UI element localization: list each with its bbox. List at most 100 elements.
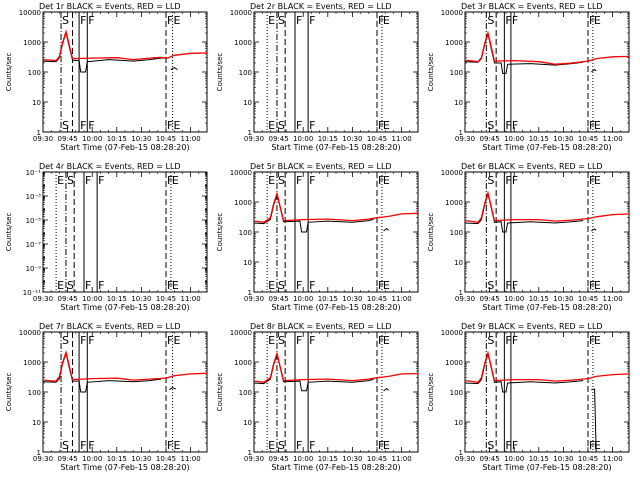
y-axis-label: Counts/sec [5, 53, 13, 92]
y-tick-label: 100 [450, 69, 463, 77]
plot-frame [42, 171, 208, 293]
marker-label-top: F [98, 174, 104, 187]
y-tick-label: 1000 [445, 359, 463, 367]
series-line-2 [464, 190, 630, 223]
marker-label-top: E [174, 334, 181, 347]
y-axis-label: Counts/sec [216, 213, 224, 252]
x-tick-label: 09:30 [244, 455, 264, 463]
x-tick-label: 10:30 [342, 455, 362, 463]
series-line-2 [253, 191, 419, 223]
marker-label-top: E [383, 14, 390, 27]
y-axis-label: Counts/sec [5, 213, 13, 252]
marker-label-top: F [167, 334, 173, 347]
y-tick-label: 100 [450, 389, 463, 397]
x-tick-label: 11:00 [603, 455, 623, 463]
x-axis-label: Start Time (07-Feb-15 08:28:20) [271, 143, 400, 152]
marker-label-top: E [57, 174, 64, 187]
x-tick-label: 10:45 [156, 295, 176, 303]
x-tick-label: 10:15 [318, 455, 338, 463]
marker-label-bottom: E [268, 119, 275, 132]
y-tick-label: 10000 [19, 329, 41, 337]
marker-label-top: F [167, 174, 173, 187]
y-tick-label: 1 [37, 449, 41, 457]
marker-label-top: F [80, 14, 86, 27]
plot-frame [464, 171, 630, 293]
marker-label-top: F [378, 174, 384, 187]
marker-label-bottom: S [487, 119, 494, 132]
marker-label-bottom: F [85, 279, 91, 292]
marker-label-bottom: F [378, 439, 384, 452]
panel-det-6: Det 6r BLACK = Events, RED = LLD 1 10 100 10… [427, 162, 630, 312]
x-tick-label: 10:30 [553, 295, 573, 303]
plot-frame [253, 11, 419, 133]
y-axis-label: Counts/sec [216, 373, 224, 412]
y-tick-label: 10⁻⁹ [26, 265, 42, 273]
y-tick-label: 10000 [441, 169, 463, 177]
x-tick-label: 10:45 [367, 135, 387, 143]
marker-label-top: F [505, 174, 511, 187]
x-tick-label: 10:30 [342, 135, 362, 143]
marker-label-top: F [167, 14, 173, 27]
marker-label-top: E [594, 334, 601, 347]
x-tick-label: 09:45 [58, 295, 78, 303]
series-line-2 [42, 349, 208, 382]
x-tick-label: 10:15 [318, 135, 338, 143]
x-tick-label: 09:45 [480, 455, 500, 463]
marker-label-bottom: E [174, 439, 181, 452]
series-line-2 [464, 30, 630, 65]
y-tick-label: 10 [243, 259, 252, 267]
x-tick-label: 10:00 [293, 135, 313, 143]
y-tick-label: 10 [454, 259, 463, 267]
x-tick-label: 09:45 [269, 135, 289, 143]
plot-frame [464, 11, 630, 133]
marker-label-bottom: F [88, 439, 94, 452]
marker-label-top: F [296, 334, 302, 347]
x-axis-label: Start Time (07-Feb-15 08:28:20) [271, 463, 400, 472]
x-tick-label: 10:15 [529, 135, 549, 143]
marker-label-bottom: F [505, 119, 511, 132]
y-tick-label: 10 [454, 419, 463, 427]
x-tick-label: 10:45 [578, 135, 598, 143]
x-tick-label: 09:30 [244, 295, 264, 303]
y-tick-label: 1000 [23, 359, 41, 367]
marker-label-top: F [505, 14, 511, 27]
marker-label-top: E [383, 334, 390, 347]
series-line-1 [591, 68, 597, 73]
marker-label-bottom: E [172, 279, 179, 292]
y-tick-label: 1 [459, 449, 463, 457]
x-tick-label: 10:00 [82, 455, 102, 463]
marker-label-bottom: F [296, 279, 302, 292]
series-line-1 [591, 388, 598, 453]
y-tick-label: 1000 [234, 199, 252, 207]
panel-det-5: Det 5r BLACK = Events, RED = LLD 1 10 100 10… [216, 162, 419, 312]
x-tick-label: 10:00 [82, 135, 102, 143]
series-line-2 [42, 29, 208, 62]
marker-label-top: S [278, 174, 285, 187]
marker-label-bottom: E [174, 119, 181, 132]
y-tick-label: 1000 [234, 39, 252, 47]
marker-label-bottom: F [309, 279, 315, 292]
marker-label-top: F [309, 334, 315, 347]
y-axis-label: Counts/sec [5, 373, 13, 412]
marker-label-top: E [268, 174, 275, 187]
marker-label-top: S [487, 334, 494, 347]
marker-label-bottom: F [589, 119, 595, 132]
x-tick-label: 10:15 [107, 295, 127, 303]
y-tick-label: 100 [28, 69, 41, 77]
x-tick-label: 10:15 [107, 455, 127, 463]
marker-label-bottom: E [383, 439, 390, 452]
panel-title: Det 1r BLACK = Events, RED = LLD [39, 2, 181, 11]
y-tick-label: 10 [243, 99, 252, 107]
marker-label-bottom: F [296, 119, 302, 132]
panel-det-2: Det 2r BLACK = Events, RED = LLD 1 10 100 10… [216, 2, 419, 152]
marker-label-top: E [594, 14, 601, 27]
panel-title: Det 3r BLACK = Events, RED = LLD [461, 2, 603, 11]
marker-label-bottom: E [594, 439, 601, 452]
x-tick-label: 11:00 [181, 135, 201, 143]
x-tick-label: 10:00 [504, 455, 524, 463]
marker-label-bottom: F [167, 439, 173, 452]
marker-label-bottom: E [383, 119, 390, 132]
x-tick-label: 11:00 [181, 455, 201, 463]
y-tick-label: 10⁻¹¹ [23, 289, 41, 297]
marker-label-bottom: F [80, 439, 86, 452]
